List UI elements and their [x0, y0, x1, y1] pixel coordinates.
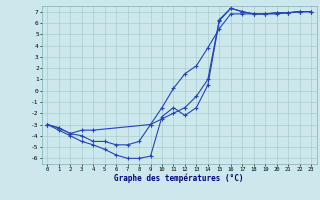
X-axis label: Graphe des températures (°C): Graphe des températures (°C)	[115, 174, 244, 183]
